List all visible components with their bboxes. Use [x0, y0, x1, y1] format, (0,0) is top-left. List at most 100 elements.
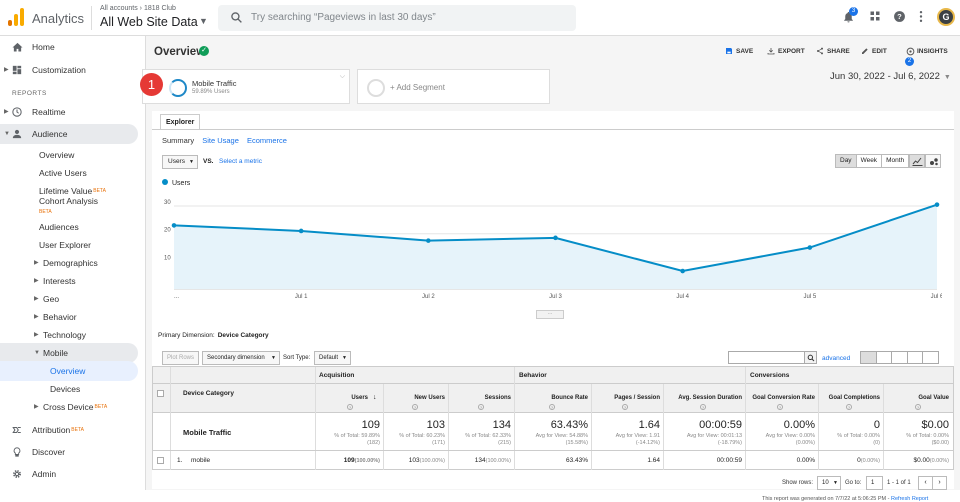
- percentage-view-icon[interactable]: [877, 352, 893, 363]
- sidebar-item-interests[interactable]: ▶ Interests: [0, 271, 146, 291]
- more-vert-icon[interactable]: [918, 10, 924, 23]
- plot-rows-button[interactable]: Plot Rows: [162, 351, 200, 365]
- sidebar-item-audiences[interactable]: Audiences: [0, 217, 146, 237]
- metric-select[interactable]: Users ▼: [162, 155, 198, 169]
- granularity-day[interactable]: Day: [836, 155, 857, 167]
- caret-down-icon[interactable]: ▼: [199, 16, 208, 26]
- help-icon[interactable]: ?: [622, 404, 628, 410]
- expand-arrow-icon[interactable]: ▶: [34, 278, 39, 284]
- expand-arrow-icon[interactable]: ▶: [34, 314, 39, 320]
- column-header-goal-completions[interactable]: Goal Completions: [828, 395, 880, 401]
- export-button[interactable]: EXPORT: [767, 48, 805, 55]
- sidebar-item-admin[interactable]: Admin: [0, 464, 146, 484]
- account-breadcrumb[interactable]: All accounts › 1818 Club: [100, 5, 176, 12]
- column-header-users[interactable]: Users: [351, 395, 368, 401]
- insights-button[interactable]: INSIGHTS: [906, 47, 948, 56]
- row-checkbox[interactable]: [157, 457, 164, 464]
- help-icon[interactable]: ?: [846, 404, 852, 410]
- search-bar[interactable]: Try searching “Pageviews in last 30 days…: [218, 5, 576, 31]
- column-header-goal-value[interactable]: Goal Value: [918, 395, 949, 401]
- data-view-icon[interactable]: [861, 352, 877, 363]
- help-icon[interactable]: ?: [915, 404, 921, 410]
- sidebar-item-demographics[interactable]: ▶ Demographics: [0, 253, 146, 273]
- sidebar-item-mobile-overview[interactable]: Overview: [0, 361, 138, 381]
- share-button[interactable]: SHARE: [817, 47, 850, 55]
- sidebar-item-behavior[interactable]: ▶ Behavior: [0, 307, 146, 327]
- advanced-filter-link[interactable]: advanced: [822, 355, 851, 362]
- collapse-arrow-icon[interactable]: ▼: [4, 131, 10, 137]
- dimension-header[interactable]: Device Category: [183, 390, 234, 397]
- prev-page-icon[interactable]: ‹: [919, 477, 933, 489]
- expand-arrow-icon[interactable]: ▶: [4, 67, 9, 73]
- sort-desc-icon[interactable]: ↓: [373, 394, 377, 401]
- sidebar-item-home[interactable]: Home: [0, 37, 146, 57]
- sidebar-item-lifetime-value[interactable]: Lifetime ValueBETA: [0, 181, 146, 201]
- sidebar-item-devices[interactable]: Devices: [0, 379, 146, 399]
- granularity-month[interactable]: Month: [886, 157, 905, 164]
- expand-arrow-icon[interactable]: ▶: [34, 404, 39, 410]
- tab-explorer[interactable]: Explorer: [160, 114, 201, 130]
- pivot-view-icon[interactable]: [923, 352, 938, 363]
- save-button[interactable]: SAVE: [726, 48, 753, 55]
- granularity-week[interactable]: Week: [857, 155, 883, 167]
- expand-arrow-icon[interactable]: ▶: [34, 260, 39, 266]
- help-icon[interactable]: ?: [478, 404, 484, 410]
- date-range-picker[interactable]: Jun 30, 2022 - Jul 6, 2022 ▼: [830, 71, 951, 82]
- select-all-checkbox[interactable]: [157, 390, 164, 397]
- motion-chart-type-button[interactable]: [925, 154, 941, 168]
- sidebar-item-audience[interactable]: ▼ Audience: [0, 124, 138, 144]
- column-header-goal-conversion-rate[interactable]: Goal Conversion Rate: [752, 395, 815, 401]
- sidebar-item-realtime[interactable]: ▶ Realtime: [0, 102, 146, 122]
- column-header-new-users[interactable]: New Users: [414, 395, 445, 401]
- chart-resize-handle[interactable]: ⋯: [536, 310, 564, 319]
- secondary-dimension-select[interactable]: Secondary dimension ▼: [202, 351, 280, 365]
- sidebar-item-mobile[interactable]: ▼ Mobile: [0, 343, 138, 363]
- help-icon[interactable]: ?: [893, 10, 906, 23]
- sidebar-item-discover[interactable]: Discover: [0, 442, 146, 462]
- segment-mobile-traffic[interactable]: Mobile Traffic 59.89% Users ⌵: [142, 69, 350, 104]
- sidebar-item-active-users[interactable]: Active Users: [0, 163, 146, 183]
- sidebar-item-cohort-analysis[interactable]: Cohort Analysis BETA: [0, 196, 146, 216]
- goto-input[interactable]: 1: [866, 476, 883, 490]
- line-chart-type-button[interactable]: [909, 154, 925, 168]
- sidebar-item-cross-device[interactable]: ▶ Cross DeviceBETA: [0, 397, 146, 417]
- column-header-sessions[interactable]: Sessions: [484, 395, 511, 401]
- collapse-arrow-icon[interactable]: ▼: [34, 350, 40, 356]
- chevron-down-icon[interactable]: ⌵: [339, 73, 345, 80]
- help-icon[interactable]: ?: [777, 404, 783, 410]
- subtab-site-usage[interactable]: Site Usage: [202, 136, 239, 145]
- subtab-ecommerce[interactable]: Ecommerce: [246, 136, 287, 145]
- edit-button[interactable]: EDIT: [862, 48, 887, 55]
- expand-arrow-icon[interactable]: ▶: [34, 332, 39, 338]
- help-icon[interactable]: ?: [347, 404, 353, 410]
- performance-view-icon[interactable]: [892, 352, 908, 363]
- subtab-summary[interactable]: Summary: [162, 136, 195, 145]
- expand-arrow-icon[interactable]: ▶: [4, 109, 9, 115]
- column-header-pages-session[interactable]: Pages / Session: [614, 395, 660, 401]
- help-icon[interactable]: ?: [412, 404, 418, 410]
- help-icon[interactable]: ?: [700, 404, 706, 410]
- sidebar-item-technology[interactable]: ▶ Technology: [0, 325, 146, 345]
- sort-type-select[interactable]: Default ▼: [314, 351, 351, 365]
- sidebar-item-geo[interactable]: ▶ Geo: [0, 289, 146, 309]
- add-segment-button[interactable]: + Add Segment: [357, 69, 550, 104]
- primary-dimension-value[interactable]: Device Category: [217, 332, 269, 339]
- table-row[interactable]: 1. mobile 109(100.00%) 103(100.00%) 134(10…: [153, 451, 953, 470]
- comparison-view-icon[interactable]: [908, 352, 924, 363]
- avatar[interactable]: G: [937, 8, 955, 26]
- select-metric-link[interactable]: Select a metric: [219, 158, 262, 165]
- help-icon[interactable]: ?: [549, 404, 555, 410]
- property-selector[interactable]: All Web Site Data: [100, 15, 198, 29]
- table-search-input[interactable]: [728, 351, 805, 364]
- table-search-button[interactable]: [804, 351, 817, 364]
- sidebar-item-customization[interactable]: ▶ Customization: [0, 60, 146, 80]
- next-page-icon[interactable]: ›: [938, 479, 941, 486]
- row-label[interactable]: mobile: [191, 457, 211, 464]
- apps-grid-icon[interactable]: [869, 10, 881, 22]
- analytics-logo[interactable]: [8, 8, 24, 26]
- show-rows-select[interactable]: 10 ▼: [817, 476, 841, 490]
- expand-arrow-icon[interactable]: ▶: [34, 296, 39, 302]
- refresh-report-link[interactable]: Refresh Report: [891, 496, 929, 502]
- column-header-avg-session-duration[interactable]: Avg. Session Duration: [678, 395, 742, 401]
- sidebar-item-attribution[interactable]: AttributionBETA: [0, 420, 146, 440]
